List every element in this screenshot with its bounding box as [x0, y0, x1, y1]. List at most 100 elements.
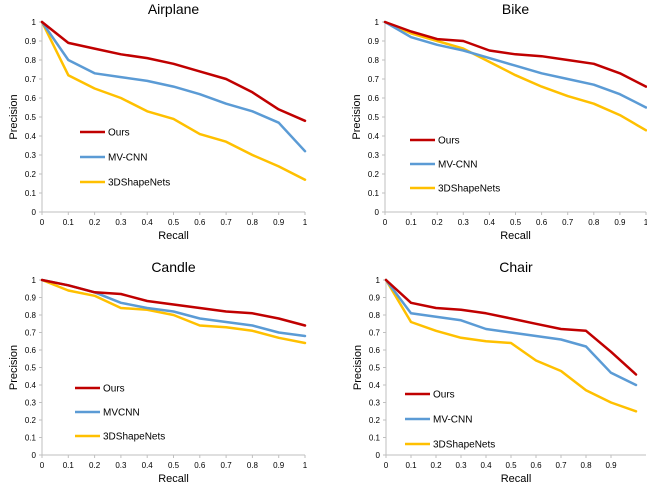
y-tick-label: 0.1 [25, 434, 37, 443]
x-tick-label: 1 [303, 461, 308, 470]
x-tick-label: 0.5 [168, 218, 180, 227]
x-tick-label: 0 [40, 461, 45, 470]
x-tick-label: 0.2 [432, 218, 444, 227]
y-tick-label: 0.4 [369, 381, 381, 390]
x-tick-label: 0.6 [536, 218, 548, 227]
y-axis-label: Precision [351, 94, 363, 139]
x-tick-label: 0.5 [510, 218, 522, 227]
x-tick-label: 0.2 [430, 461, 442, 470]
series-line-mv-cnn [384, 278, 638, 387]
x-tick-label: 0.7 [555, 461, 567, 470]
y-tick-label: 0.9 [25, 294, 37, 303]
x-tick-label: 0.1 [406, 218, 418, 227]
y-tick-label: 0.7 [25, 75, 37, 84]
x-tick-label: 0.4 [142, 461, 154, 470]
x-tick-label: 0 [383, 218, 388, 227]
x-tick-label: 0.7 [221, 218, 233, 227]
chart-panel-candle: 0 0.1 0.2 0.3 0.4 0.5 0.6 0.7 0.8 0.9 1 0 0.1 0.2 0.3 0… [8, 259, 308, 485]
x-tick-label: 0.9 [605, 461, 617, 470]
series-line-3dshapenets [384, 278, 638, 413]
x-axis-label: Recall [501, 473, 532, 485]
y-tick-label: 0.5 [25, 113, 37, 122]
series-line-mv-cnn [40, 20, 307, 153]
legend-label: 3DShapeNets [433, 440, 495, 451]
y-tick-label: 0.9 [368, 37, 380, 46]
chart-panel-bike: 0 0.1 0.2 0.3 0.4 0.5 0.6 0.7 0.8 0.9 1 0 0.1 0.2 0.3 0… [351, 1, 647, 242]
x-tick-label: 0.1 [63, 461, 75, 470]
series-line-3dshapenets [40, 20, 307, 181]
legend-label: MV-CNN [433, 415, 472, 426]
y-tick-label: 0 [375, 208, 380, 217]
legend-label: Ours [438, 136, 460, 147]
y-tick-label: 0.9 [369, 294, 381, 303]
y-tick-label: 0.5 [25, 364, 37, 373]
x-tick-label: 0.6 [530, 461, 542, 470]
x-axis-label: Recall [158, 230, 189, 242]
x-tick-label: 0.9 [614, 218, 626, 227]
y-tick-label: 0.6 [368, 94, 380, 103]
y-tick-label: 0.2 [369, 416, 381, 425]
x-tick-label: 0 [40, 218, 45, 227]
y-axis-label: Precision [8, 94, 20, 139]
y-axis-label: Precision [8, 345, 20, 390]
chart-title: Airplane [148, 1, 200, 17]
series-line-ours [383, 20, 647, 88]
x-tick-label: 1 [303, 218, 308, 227]
y-tick-label: 0.3 [25, 151, 37, 160]
x-axis-label: Recall [158, 473, 189, 485]
y-tick-label: 1 [32, 18, 37, 27]
x-tick-label: 0 [384, 461, 389, 470]
y-tick-label: 0.5 [368, 113, 380, 122]
y-tick-label: 1 [375, 18, 380, 27]
x-tick-label: 0.4 [142, 218, 154, 227]
x-tick-label: 0.7 [562, 218, 574, 227]
y-tick-label: 0.6 [369, 346, 381, 355]
x-tick-label: 0.9 [273, 461, 285, 470]
y-tick-label: 0.4 [25, 381, 37, 390]
x-tick-label: 0.1 [405, 461, 417, 470]
series-line-ours [40, 278, 307, 327]
chart-panel-airplane: 0 0.1 0.2 0.3 0.4 0.5 0.6 0.7 0.8 0.9 1 0 0.1 0.2 0.3 0… [8, 1, 308, 242]
y-tick-label: 0.5 [369, 364, 381, 373]
y-tick-label: 1 [32, 276, 37, 285]
y-tick-label: 0.8 [369, 311, 381, 320]
y-tick-label: 0.2 [25, 416, 37, 425]
x-tick-label: 0.3 [455, 461, 467, 470]
legend-label: 3DShapeNets [103, 432, 165, 443]
x-tick-label: 0.2 [89, 218, 101, 227]
y-tick-label: 0.1 [369, 434, 381, 443]
series-line-3dshapenets [40, 278, 307, 345]
x-tick-label: 0.2 [89, 461, 101, 470]
y-tick-label: 0.2 [25, 170, 37, 179]
y-tick-label: 0.1 [368, 189, 380, 198]
y-tick-label: 0 [32, 208, 37, 217]
x-tick-label: 1 [644, 218, 647, 227]
x-tick-label: 0.8 [588, 218, 600, 227]
y-tick-label: 0.7 [368, 75, 380, 84]
x-tick-label: 0.8 [247, 218, 259, 227]
y-tick-label: 0.8 [25, 311, 37, 320]
x-tick-label: 0.1 [63, 218, 75, 227]
legend-label: MV-CNN [108, 153, 147, 164]
legend-label: 3DShapeNets [438, 184, 500, 195]
legend-label: Ours [103, 384, 125, 395]
y-tick-label: 0.3 [368, 151, 380, 160]
y-tick-label: 0.4 [25, 132, 37, 141]
legend-label: MV-CNN [438, 160, 477, 171]
x-tick-label: 0.5 [168, 461, 180, 470]
x-tick-label: 0.9 [273, 218, 285, 227]
chart-title: Bike [502, 1, 529, 17]
series-line-ours [384, 278, 638, 376]
y-axis-label: Precision [352, 345, 364, 390]
legend-label: 3DShapeNets [108, 178, 170, 189]
legend-label: Ours [433, 390, 455, 401]
y-tick-label: 0.9 [25, 37, 37, 46]
y-tick-label: 0 [376, 451, 381, 460]
series-line-3dshapenets [383, 20, 647, 132]
y-tick-label: 0.3 [25, 399, 37, 408]
x-tick-label: 0.6 [194, 461, 206, 470]
x-tick-label: 0.3 [458, 218, 470, 227]
chart-panel-chair: 0 0.1 0.2 0.3 0.4 0.5 0.6 0.7 0.8 0.9 1 0 0.1 0.2 0.3 0… [352, 259, 646, 485]
x-tick-label: 0.8 [247, 461, 259, 470]
x-tick-label: 0.6 [194, 218, 206, 227]
